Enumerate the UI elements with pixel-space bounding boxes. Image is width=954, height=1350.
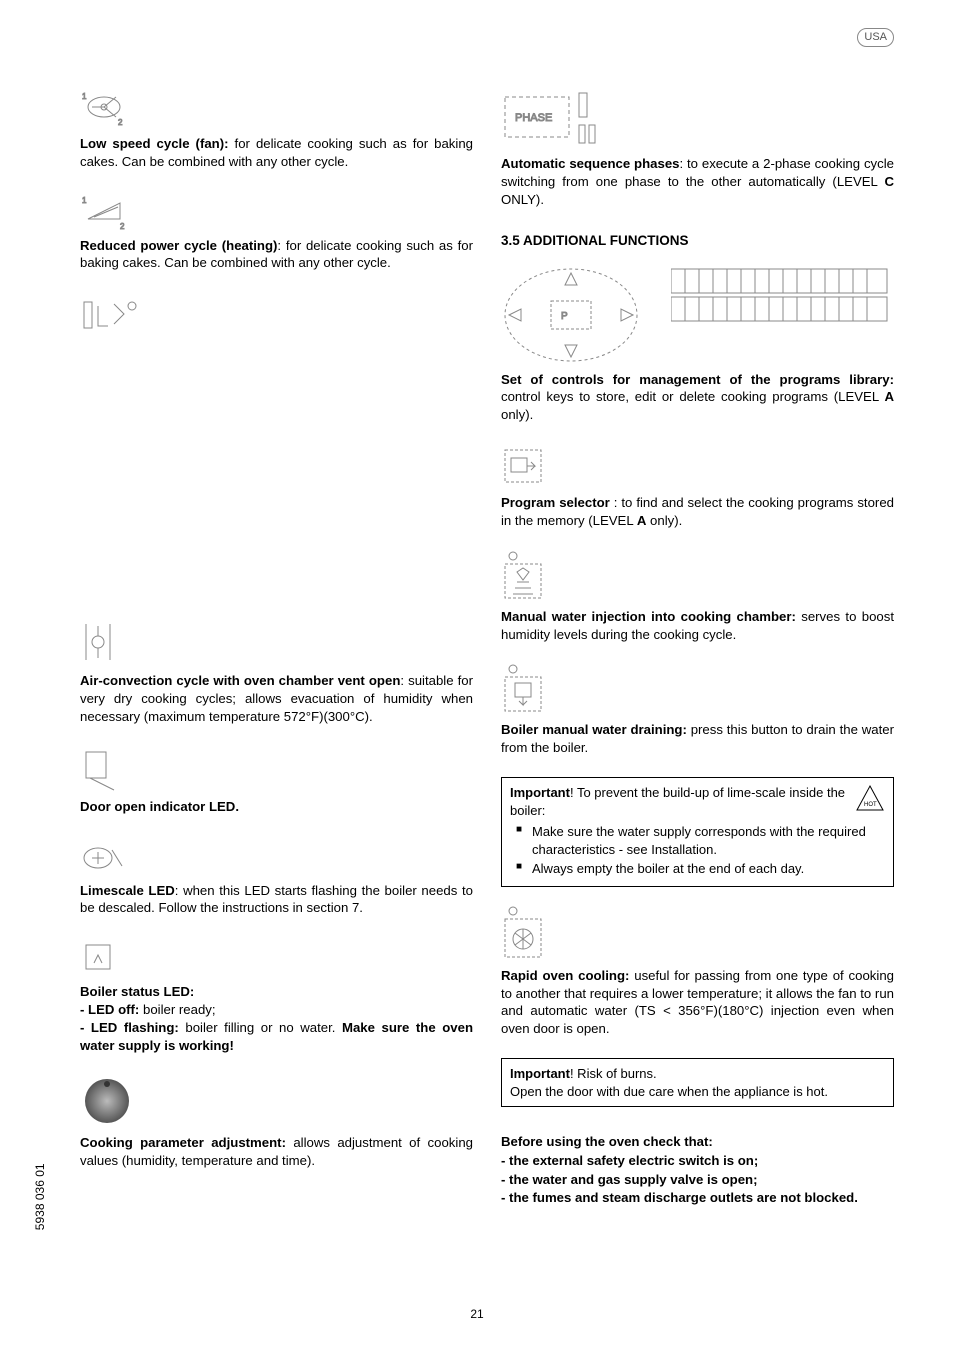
phase-icon: PHASE xyxy=(501,85,894,149)
left-column: 12 Low speed cycle (fan): for delicate c… xyxy=(80,85,473,1227)
region-badge: USA xyxy=(857,28,894,47)
auto-phase-text: Automatic sequence phases: to execute a … xyxy=(501,155,894,208)
fan-low-speed-icon: 12 xyxy=(80,85,473,129)
doc-code: 5938 036 01 xyxy=(32,1163,48,1230)
low-speed-text: Low speed cycle (fan): for delicate cook… xyxy=(80,135,473,171)
section-title: 3.5 ADDITIONAL FUNCTIONS xyxy=(501,232,894,250)
door-open-text: Door open indicator LED. xyxy=(80,798,473,816)
program-selector-text: Program selector : to find and select th… xyxy=(501,494,894,530)
reduced-power-icon: 12 xyxy=(80,191,473,231)
warning-icon: HOT xyxy=(855,784,885,812)
program-library-icons: P xyxy=(501,265,894,365)
right-column: PHASE Automatic sequence phases: to exec… xyxy=(501,85,894,1227)
cooking-param-knob-icon xyxy=(80,1074,473,1128)
air-convection-text: Air-convection cycle with oven chamber v… xyxy=(80,672,473,725)
limescale-text: Limescale LED: when this LED starts flas… xyxy=(80,882,473,918)
boiler-drain-text: Boiler manual water draining: press this… xyxy=(501,721,894,757)
boiler-drain-icon xyxy=(501,663,894,715)
svg-text:HOT: HOT xyxy=(864,802,877,808)
svg-text:P: P xyxy=(561,311,568,322)
cooking-param-text: Cooking parameter adjustment: allows adj… xyxy=(80,1134,473,1170)
svg-text:1: 1 xyxy=(82,196,87,205)
limescale-icon xyxy=(80,836,473,876)
boiler-status-icon xyxy=(80,937,473,977)
page-number: 21 xyxy=(470,1306,483,1322)
important-limescale-callout: HOT Important! To prevent the build-up o… xyxy=(501,777,894,887)
door-open-icon xyxy=(80,746,473,792)
air-convection-vent-icon xyxy=(80,616,473,666)
digit-display-icon xyxy=(671,265,891,325)
important-burn-callout: Important! Risk of burns. Open the door … xyxy=(501,1058,894,1107)
manual-water-icon xyxy=(501,550,894,602)
vent-combo-icon xyxy=(80,292,473,336)
program-selector-icon xyxy=(501,444,894,488)
rapid-cool-icon xyxy=(501,905,894,961)
rapid-cool-text: Rapid oven cooling: useful for passing f… xyxy=(501,967,894,1038)
manual-water-text: Manual water injection into cooking cham… xyxy=(501,608,894,644)
boiler-status-text: Boiler status LED: - LED off: boiler rea… xyxy=(80,983,473,1054)
svg-text:2: 2 xyxy=(120,222,125,231)
pre-use-checklist: Before using the oven check that: - the … xyxy=(501,1133,894,1207)
svg-text:2: 2 xyxy=(118,118,123,127)
reduced-power-text: Reduced power cycle (heating): for delic… xyxy=(80,237,473,273)
svg-text:1: 1 xyxy=(82,92,87,101)
svg-text:PHASE: PHASE xyxy=(515,112,552,124)
program-library-text: Set of controls for management of the pr… xyxy=(501,371,894,424)
